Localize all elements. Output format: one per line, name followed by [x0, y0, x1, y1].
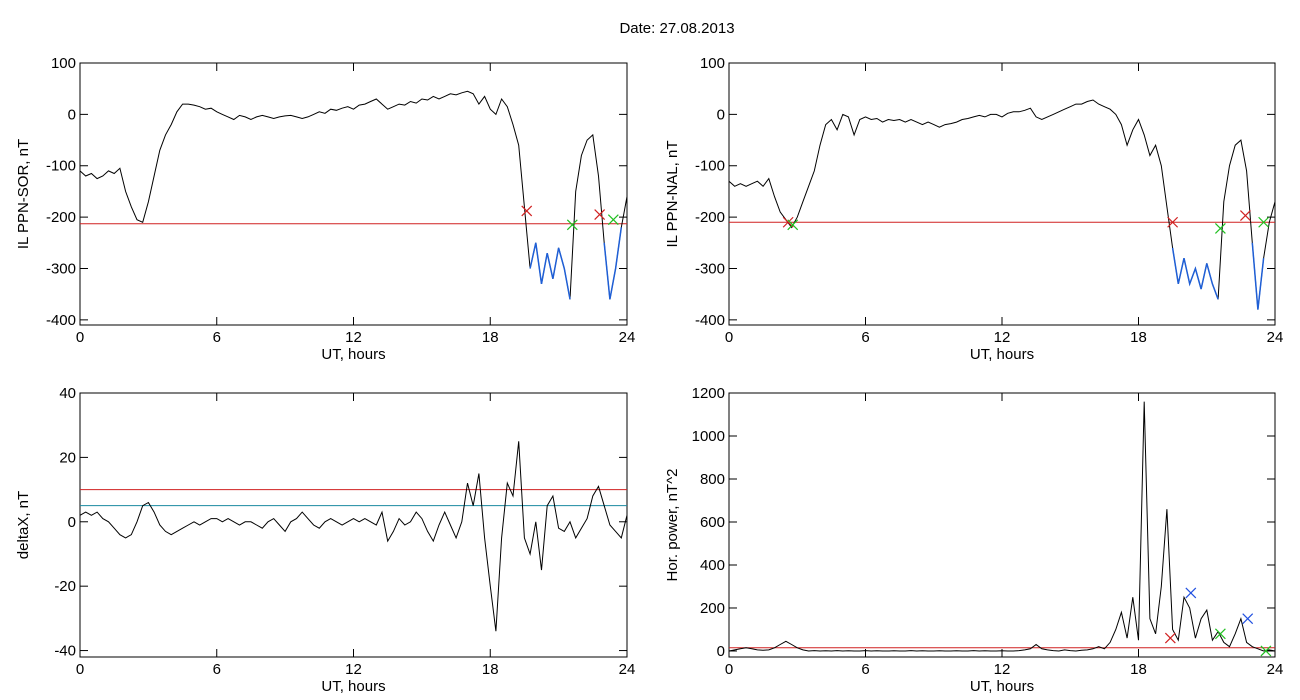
- y-tick-label: -20: [54, 578, 76, 595]
- x-tick-label: 0: [76, 329, 84, 346]
- x-tick-label: 24: [619, 329, 636, 346]
- marker-stroke: [594, 209, 606, 220]
- x-tick-label: 12: [994, 329, 1011, 346]
- x-tick-label: 18: [482, 661, 499, 678]
- x-axis-label: UT, hours: [970, 346, 1034, 363]
- x-tick-label: 12: [345, 661, 362, 678]
- marker-stroke: [1167, 216, 1179, 228]
- marker-stroke: [607, 214, 619, 226]
- y-tick-label: 40: [59, 385, 76, 402]
- marker: [1240, 210, 1251, 222]
- y-axis-label: IL PPN-NAL, nT: [664, 141, 681, 248]
- y-axis-label: IL PPN-SOR, nT: [15, 139, 32, 249]
- y-axis-label: deltaX, nT: [15, 491, 32, 559]
- y-tick-label: -100: [695, 158, 725, 175]
- below-line: [603, 227, 623, 300]
- marker-stroke: [1260, 645, 1272, 657]
- y-tick-label: 20: [59, 449, 76, 466]
- marker: [1164, 632, 1176, 644]
- marker: [1242, 613, 1254, 625]
- marker-stroke: [1242, 613, 1254, 625]
- y-tick-label: -200: [695, 209, 725, 226]
- below-line: [1171, 247, 1219, 300]
- marker-stroke: [1214, 222, 1226, 234]
- marker: [594, 209, 606, 220]
- plot-frame: [728, 62, 1276, 326]
- y-tick-label: 0: [717, 643, 725, 660]
- y-tick-label: 200: [700, 600, 725, 617]
- below-line: [1251, 242, 1265, 310]
- y-tick-label: 0: [68, 106, 76, 123]
- y-tick-label: -100: [46, 158, 76, 175]
- plot-frame: [79, 62, 628, 326]
- x-tick-label: 24: [619, 661, 636, 678]
- y-tick-label: 100: [51, 55, 76, 72]
- x-tick-label: 12: [345, 329, 362, 346]
- marker-stroke: [782, 216, 794, 228]
- plot-frame: [79, 392, 628, 658]
- below-line: [529, 242, 571, 300]
- y-tick-label: -400: [46, 312, 76, 329]
- x-tick-label: 12: [994, 661, 1011, 678]
- x-tick-label: 24: [1267, 329, 1284, 346]
- x-axis-label: UT, hours: [970, 678, 1034, 695]
- y-tick-label: -40: [54, 643, 76, 660]
- y-tick-label: -300: [46, 260, 76, 277]
- x-tick-label: 6: [861, 661, 869, 678]
- y-tick-label: 100: [700, 55, 725, 72]
- marker: [1167, 216, 1179, 228]
- marker-stroke: [1240, 210, 1251, 222]
- marker: [1258, 216, 1270, 228]
- marker-stroke: [1164, 632, 1176, 644]
- y-tick-label: 400: [700, 557, 725, 574]
- marker: [1185, 587, 1197, 599]
- marker: [787, 219, 799, 231]
- marker-stroke: [566, 219, 578, 231]
- data-line: [728, 99, 1276, 310]
- x-tick-label: 24: [1267, 661, 1284, 678]
- data-line: [728, 401, 1276, 652]
- y-tick-label: 0: [68, 514, 76, 531]
- x-tick-label: 18: [1130, 661, 1147, 678]
- marker: [1214, 628, 1226, 640]
- x-tick-label: 6: [861, 329, 869, 346]
- marker-stroke: [1214, 628, 1226, 640]
- marker: [607, 214, 619, 226]
- y-tick-label: 0: [717, 106, 725, 123]
- x-tick-label: 0: [725, 661, 733, 678]
- x-tick-label: 18: [1130, 329, 1147, 346]
- y-tick-label: 600: [700, 514, 725, 531]
- x-tick-label: 6: [213, 661, 221, 678]
- marker-stroke: [1185, 587, 1197, 599]
- y-tick-label: 1000: [692, 428, 725, 445]
- marker-stroke: [521, 205, 533, 217]
- x-axis-label: UT, hours: [321, 678, 385, 695]
- x-tick-label: 18: [482, 329, 499, 346]
- marker: [566, 219, 578, 231]
- marker: [521, 205, 533, 217]
- x-tick-label: 6: [213, 329, 221, 346]
- x-axis-label: UT, hours: [321, 346, 385, 363]
- x-tick-label: 0: [725, 329, 733, 346]
- y-tick-label: -300: [695, 260, 725, 277]
- y-tick-label: -400: [695, 312, 725, 329]
- y-axis-label: Hor. power, nT^2: [664, 469, 681, 582]
- marker-stroke: [787, 219, 799, 231]
- marker: [1214, 222, 1226, 234]
- y-tick-label: -200: [46, 209, 76, 226]
- plot-frame: [728, 392, 1276, 658]
- data-line: [79, 441, 628, 632]
- marker: [1260, 645, 1272, 657]
- figure-title: Date: 27.08.2013: [619, 20, 734, 37]
- marker-stroke: [1258, 216, 1270, 228]
- y-tick-label: 1200: [692, 385, 725, 402]
- y-tick-label: 800: [700, 471, 725, 488]
- x-tick-label: 0: [76, 661, 84, 678]
